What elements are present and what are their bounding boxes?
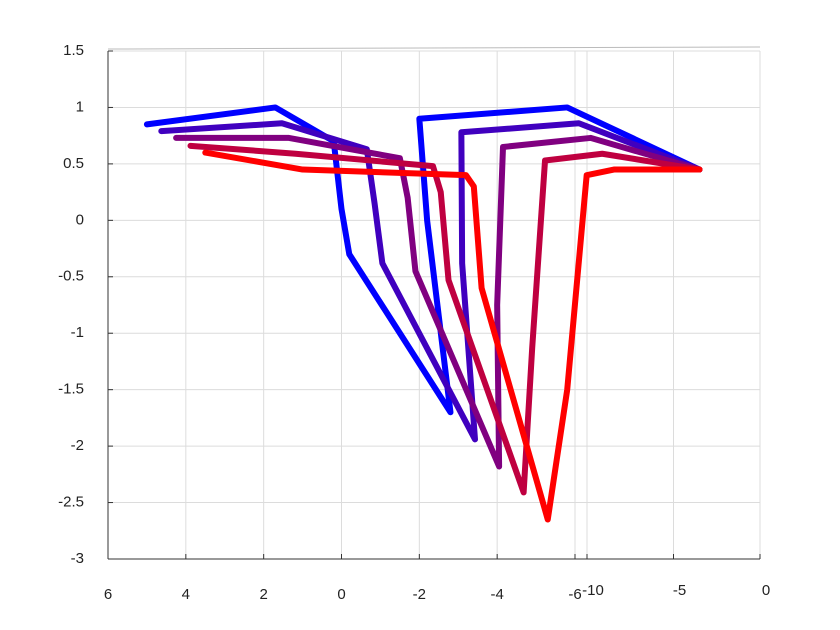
- y-tick-label: -0.5: [58, 268, 84, 285]
- z-tick-label: -5: [673, 582, 686, 599]
- y-tick-label: -2: [71, 437, 84, 454]
- x-tick-label: 0: [337, 586, 345, 603]
- top-box-line: [107, 46, 761, 50]
- data-line: [158, 120, 703, 443]
- y-tick-label: -2.5: [58, 494, 84, 511]
- y-tick-label: -1.5: [58, 381, 84, 398]
- data-line: [187, 142, 703, 496]
- x-tick-label: 4: [182, 586, 190, 603]
- data-line: [173, 134, 703, 470]
- x-tick-label: -2: [413, 586, 426, 603]
- y-tick-label: 1: [76, 98, 84, 115]
- y-tick-label: 1.5: [63, 42, 84, 59]
- x-tick-label: 6: [104, 586, 112, 603]
- data-line: [143, 104, 703, 416]
- y-tick-label: -1: [71, 324, 84, 341]
- z-tick-label: -10: [582, 582, 604, 599]
- y-tick-label: -3: [71, 550, 84, 567]
- x-tick-label: -4: [490, 586, 503, 603]
- y-tick-label: 0.5: [63, 155, 84, 172]
- y-tick-label: 0: [76, 211, 84, 228]
- data-line: [202, 149, 703, 523]
- x-tick-label: 2: [259, 586, 267, 603]
- z-tick-label: 0: [762, 582, 770, 599]
- x-tick-label: -6: [568, 586, 581, 603]
